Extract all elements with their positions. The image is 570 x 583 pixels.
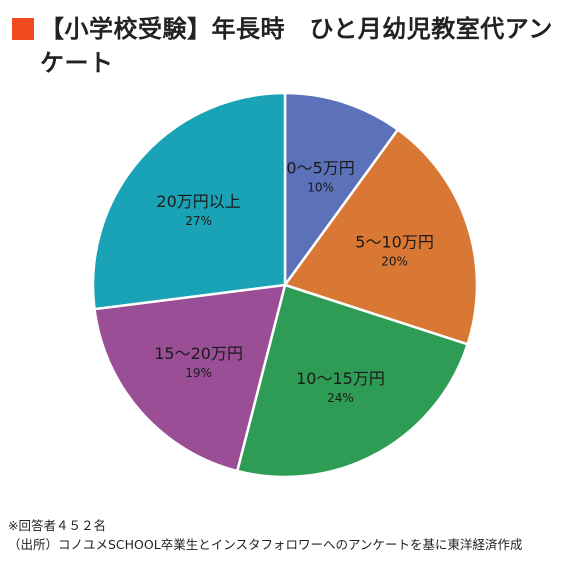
pie-slice-2 (236, 283, 469, 479)
pie-chart: 0〜5万円 10% 5〜10万円 20% 10〜15万円 24% 15〜20万円 19% 20万… (91, 91, 479, 479)
source-note: （出所）コノユメSCHOOL卒業生とインスタフォロワーへのアンケートを基に東洋経… (8, 537, 523, 552)
slice-percent-2: 24% (327, 391, 354, 405)
slice-label-1: 5〜10万円 (355, 232, 434, 251)
slice-percent-3: 19% (185, 366, 212, 380)
pie-slice-0 (283, 91, 400, 287)
slice-percent-0: 10% (307, 180, 334, 194)
respondents-note: ※回答者４５２名 (8, 518, 106, 533)
pie-slice-4 (91, 91, 287, 311)
slice-percent-1: 20% (381, 254, 408, 268)
slice-label-3: 15〜20万円 (154, 344, 243, 363)
slice-label-2: 10〜15万円 (296, 369, 385, 388)
pie-slice-1 (283, 128, 479, 346)
title-marker-square (12, 18, 34, 40)
slice-label-4: 20万円以上 (156, 192, 240, 211)
chart-notes: ※回答者４５２名 （出所）コノユメSCHOOL卒業生とインスタフォロワーへのアン… (8, 516, 564, 554)
chart-title: 【小学校受験】年長時 ひと月幼児教室代アンケート (40, 15, 553, 77)
pie-slice-3 (93, 283, 287, 473)
chart-header: 【小学校受験】年長時 ひと月幼児教室代アンケート (12, 12, 560, 80)
slice-percent-4: 27% (185, 214, 212, 228)
slice-label-0: 0〜5万円 (286, 158, 354, 177)
